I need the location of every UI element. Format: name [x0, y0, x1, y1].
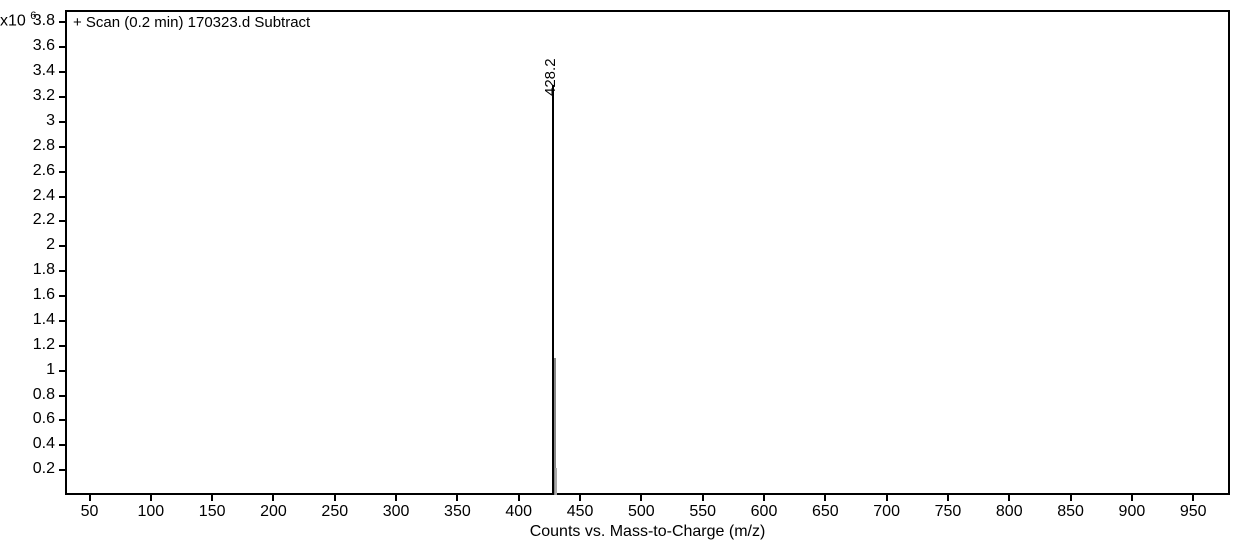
- x-tick-label: 50: [81, 503, 99, 521]
- x-tick-label: 650: [812, 503, 839, 521]
- y-tick-label: 3.4: [0, 62, 55, 80]
- x-tick-label: 500: [628, 503, 655, 521]
- x-tick-label: 800: [996, 503, 1023, 521]
- x-tick-mark: [1192, 495, 1194, 501]
- x-tick-mark: [947, 495, 949, 501]
- x-tick-label: 950: [1180, 503, 1207, 521]
- y-tick-mark: [59, 270, 65, 272]
- y-tick-label: 0.6: [0, 410, 55, 428]
- x-tick-mark: [211, 495, 213, 501]
- x-tick-mark: [886, 495, 888, 501]
- y-tick-mark: [59, 121, 65, 123]
- x-tick-mark: [763, 495, 765, 501]
- y-tick-label: 3: [0, 112, 55, 130]
- y-tick-mark: [59, 220, 65, 222]
- x-tick-label: 400: [505, 503, 532, 521]
- y-tick-label: 0.2: [0, 460, 55, 478]
- y-tick-mark: [59, 345, 65, 347]
- x-tick-mark: [150, 495, 152, 501]
- x-tick-mark: [1131, 495, 1133, 501]
- x-tick-mark: [395, 495, 397, 501]
- x-tick-label: 750: [935, 503, 962, 521]
- x-tick-mark: [334, 495, 336, 501]
- x-tick-label: 100: [137, 503, 164, 521]
- y-tick-mark: [59, 96, 65, 98]
- x-tick-label: 550: [689, 503, 716, 521]
- y-tick-label: 1.2: [0, 336, 55, 354]
- x-tick-label: 900: [1119, 503, 1146, 521]
- y-tick-label: 2: [0, 236, 55, 254]
- chart-title: + Scan (0.2 min) 170323.d Subtract: [73, 14, 310, 31]
- x-tick-mark: [518, 495, 520, 501]
- y-tick-label: 1.8: [0, 261, 55, 279]
- y-tick-mark: [59, 171, 65, 173]
- y-tick-mark: [59, 444, 65, 446]
- y-tick-mark: [59, 146, 65, 148]
- y-tick-label: 2.6: [0, 162, 55, 180]
- y-tick-label: 1: [0, 361, 55, 379]
- y-tick-mark: [59, 196, 65, 198]
- y-tick-label: 2.8: [0, 137, 55, 155]
- y-tick-label: 3.2: [0, 87, 55, 105]
- x-tick-mark: [272, 495, 274, 501]
- y-tick-label: 0.8: [0, 386, 55, 404]
- y-tick-label: 2.4: [0, 187, 55, 205]
- x-tick-label: 450: [567, 503, 594, 521]
- x-tick-label: 600: [751, 503, 778, 521]
- y-tick-mark: [59, 395, 65, 397]
- y-tick-mark: [59, 46, 65, 48]
- x-tick-mark: [1008, 495, 1010, 501]
- mass-spectrum-chart: x10 6 + Scan (0.2 min) 170323.d Subtract…: [0, 0, 1240, 548]
- x-tick-label: 200: [260, 503, 287, 521]
- y-tick-label: 1.6: [0, 286, 55, 304]
- x-tick-label: 150: [199, 503, 226, 521]
- x-tick-label: 250: [321, 503, 348, 521]
- x-tick-label: 350: [444, 503, 471, 521]
- x-tick-mark: [824, 495, 826, 501]
- x-tick-label: 850: [1057, 503, 1084, 521]
- x-tick-mark: [1070, 495, 1072, 501]
- y-tick-label: 3.8: [0, 12, 55, 30]
- y-tick-mark: [59, 245, 65, 247]
- y-tick-mark: [59, 295, 65, 297]
- y-tick-mark: [59, 370, 65, 372]
- x-tick-label: 300: [383, 503, 410, 521]
- x-tick-mark: [579, 495, 581, 501]
- x-tick-mark: [89, 495, 91, 501]
- y-tick-label: 1.4: [0, 311, 55, 329]
- x-axis-label: Counts vs. Mass-to-Charge (m/z): [530, 523, 766, 541]
- y-tick-mark: [59, 419, 65, 421]
- y-tick-mark: [59, 320, 65, 322]
- x-tick-mark: [640, 495, 642, 501]
- y-tick-mark: [59, 71, 65, 73]
- y-tick-label: 3.6: [0, 37, 55, 55]
- y-tick-label: 0.4: [0, 435, 55, 453]
- spectrum-peak: [555, 468, 557, 495]
- plot-area: + Scan (0.2 min) 170323.d Subtract: [65, 10, 1230, 495]
- y-tick-mark: [59, 469, 65, 471]
- x-tick-mark: [456, 495, 458, 501]
- x-tick-mark: [702, 495, 704, 501]
- y-tick-label: 2.2: [0, 211, 55, 229]
- peak-label: 428.2: [542, 58, 559, 96]
- y-tick-mark: [59, 21, 65, 23]
- x-tick-label: 700: [873, 503, 900, 521]
